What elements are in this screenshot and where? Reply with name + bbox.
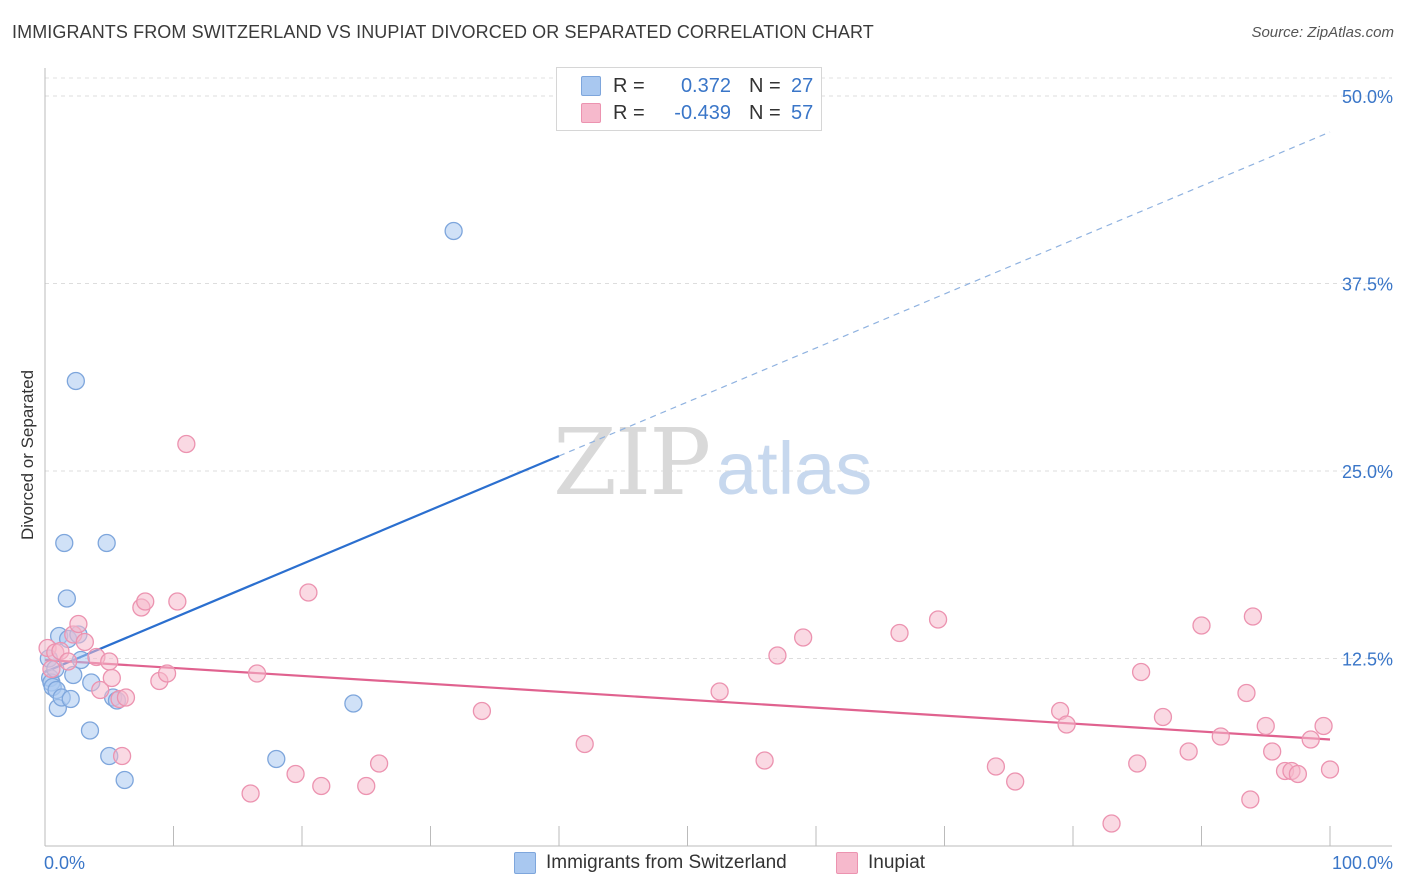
x-tick-label: 0.0%	[44, 853, 85, 873]
point-inupiat	[1237, 683, 1256, 703]
legend-r-value: -0.439	[674, 101, 731, 124]
source-label: Source: ZipAtlas.com	[1251, 24, 1394, 41]
legend-r-value: 0.372	[680, 74, 731, 97]
point-inupiat	[1128, 754, 1147, 773]
legend-r-label: R =	[613, 101, 645, 124]
x-tick-label: 100.0%	[1332, 853, 1393, 873]
trend-extension-switzerland	[558, 131, 1331, 457]
point-inupiat	[247, 664, 267, 683]
point-switzerland	[267, 749, 286, 769]
point-switzerland	[444, 221, 463, 241]
point-inupiat	[1131, 662, 1151, 682]
point-inupiat	[91, 680, 110, 700]
point-inupiat	[168, 592, 187, 611]
bottom-legend-label: Immigrants from Switzerland	[546, 852, 787, 873]
point-inupiat	[755, 751, 774, 770]
y-tick-label: 25.0%	[1342, 462, 1393, 482]
point-switzerland	[80, 721, 100, 740]
point-switzerland	[344, 694, 363, 713]
point-inupiat	[75, 632, 94, 652]
point-inupiat	[472, 701, 492, 721]
point-inupiat	[1314, 716, 1333, 736]
point-inupiat	[369, 754, 389, 773]
point-inupiat	[102, 668, 121, 688]
legend-swatch-blue	[581, 76, 601, 96]
point-inupiat	[1241, 790, 1260, 809]
legend-n-label: N =	[749, 74, 781, 97]
point-inupiat	[710, 682, 729, 701]
point-inupiat	[1153, 707, 1173, 727]
watermark-zip: ZIP	[553, 409, 709, 516]
point-inupiat	[299, 583, 318, 602]
point-inupiat	[69, 614, 88, 634]
bottom-legend-item-inupiat: Inupiat	[836, 852, 925, 874]
point-switzerland	[66, 371, 85, 391]
point-inupiat	[58, 652, 78, 671]
point-inupiat	[794, 628, 813, 647]
data-points	[38, 221, 1340, 833]
y-tick-label: 50.0%	[1342, 87, 1393, 107]
legend-row-switzerland: R = 0.372 N = 27	[581, 74, 813, 98]
point-inupiat	[357, 776, 376, 796]
point-inupiat	[928, 610, 948, 629]
point-inupiat	[1006, 772, 1025, 791]
point-inupiat	[112, 746, 132, 766]
legend-n-label: N =	[749, 101, 781, 124]
legend-r-label: R =	[613, 74, 645, 97]
point-switzerland	[61, 689, 80, 709]
point-switzerland	[55, 533, 74, 553]
point-inupiat	[286, 764, 305, 784]
tick-labels: 12.5% 25.0% 37.5% 50.0% 0.0% 100.0%	[44, 87, 1393, 873]
y-tick-label: 12.5%	[1342, 650, 1393, 670]
trend-line-switzerland	[44, 454, 560, 674]
point-inupiat	[1057, 715, 1076, 734]
watermark-atlas: atlas	[716, 427, 872, 510]
grid	[45, 77, 1392, 659]
legend: R = 0.372 N = 27 R = -0.439 N = 57	[556, 67, 822, 131]
bottom-legend-item-switzerland: Immigrants from Switzerland	[514, 852, 787, 874]
bottom-legend-swatch-blue	[514, 852, 536, 874]
point-inupiat	[136, 592, 155, 611]
point-inupiat	[890, 623, 909, 643]
bottom-legend: Immigrants from Switzerland Inupiat	[0, 852, 1406, 876]
chart-title: IMMIGRANTS FROM SWITZERLAND VS INUPIAT D…	[12, 22, 874, 42]
point-inupiat	[1288, 764, 1308, 784]
point-inupiat	[1179, 742, 1198, 761]
legend-swatch-pink	[581, 103, 601, 123]
point-switzerland	[97, 533, 116, 553]
point-inupiat	[42, 659, 61, 679]
y-tick-label: 37.5%	[1342, 275, 1393, 295]
point-inupiat	[177, 434, 196, 454]
point-inupiat	[1243, 607, 1263, 626]
legend-n-value: 27	[791, 74, 814, 97]
point-inupiat	[768, 646, 787, 665]
point-inupiat	[1263, 742, 1282, 761]
point-inupiat	[1211, 727, 1230, 746]
bottom-legend-swatch-pink	[836, 852, 858, 874]
point-switzerland	[57, 589, 76, 608]
y-axis-label: Divorced or Separated	[18, 369, 37, 541]
point-switzerland	[115, 770, 134, 790]
bottom-legend-label: Inupiat	[868, 852, 926, 873]
point-inupiat	[116, 688, 136, 707]
axes	[44, 68, 1392, 847]
legend-row-inupiat: R = -0.439 N = 57	[581, 101, 813, 125]
point-inupiat	[1256, 716, 1275, 736]
point-inupiat	[312, 776, 331, 796]
point-inupiat	[241, 784, 260, 803]
point-inupiat	[1102, 814, 1121, 833]
point-inupiat	[157, 664, 177, 683]
point-inupiat	[1320, 760, 1340, 779]
point-inupiat	[986, 757, 1006, 776]
legend-n-value: 57	[791, 101, 814, 124]
point-inupiat	[100, 652, 119, 671]
watermark: ZIP atlas	[553, 409, 872, 516]
point-inupiat	[1192, 616, 1211, 635]
point-inupiat	[1301, 730, 1320, 749]
point-inupiat	[575, 734, 594, 754]
